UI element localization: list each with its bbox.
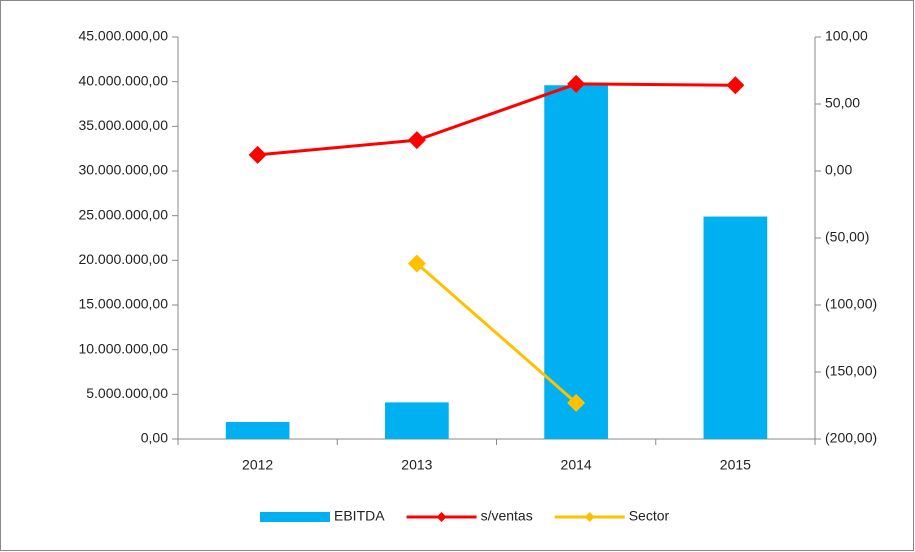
y2-tick-label: 100,00	[825, 28, 868, 44]
y-tick-label: 35.000.000,00	[78, 117, 168, 133]
x-tick-label: 2012	[242, 457, 273, 473]
bar	[703, 216, 768, 439]
x-tick-label: 2014	[561, 457, 592, 473]
legend-label: Sector	[629, 508, 670, 524]
y-tick-label: 10.000.000,00	[78, 340, 168, 356]
marker	[407, 131, 426, 150]
y2-tick-label: (200,00)	[825, 430, 877, 446]
y-tick-label: 45.000.000,00	[78, 28, 168, 44]
y-tick-label: 0,00	[141, 430, 168, 446]
y2-tick-label: (150,00)	[825, 363, 877, 379]
marker	[248, 145, 267, 164]
x-tick-label: 2013	[401, 457, 432, 473]
legend-label: EBITDA	[334, 508, 385, 524]
marker	[726, 76, 745, 95]
legend-label: s/ventas	[481, 508, 533, 524]
y-tick-label: 40.000.000,00	[78, 72, 168, 88]
legend-marker	[584, 512, 595, 522]
bar	[544, 85, 608, 440]
marker	[407, 254, 426, 273]
bar	[385, 402, 449, 439]
y-tick-label: 15.000.000,00	[78, 296, 168, 312]
line	[257, 82, 736, 157]
legend-marker	[436, 512, 447, 522]
y-tick-label: 30.000.000,00	[78, 162, 168, 178]
y-tick-label: 5.000.000,00	[86, 385, 168, 401]
y2-tick-label: (100,00)	[825, 296, 877, 312]
bar	[225, 422, 290, 439]
y2-tick-label: 0,00	[825, 162, 852, 178]
x-tick-label: 2015	[720, 457, 751, 473]
line	[415, 262, 578, 404]
marker	[567, 74, 586, 93]
y-tick-label: 20.000.000,00	[78, 251, 168, 267]
y2-tick-label: 50,00	[825, 95, 860, 111]
y2-tick-label: (50,00)	[825, 229, 869, 245]
legend-swatch	[260, 512, 330, 522]
marker	[567, 393, 586, 412]
y-tick-label: 25.000.000,00	[78, 206, 168, 222]
